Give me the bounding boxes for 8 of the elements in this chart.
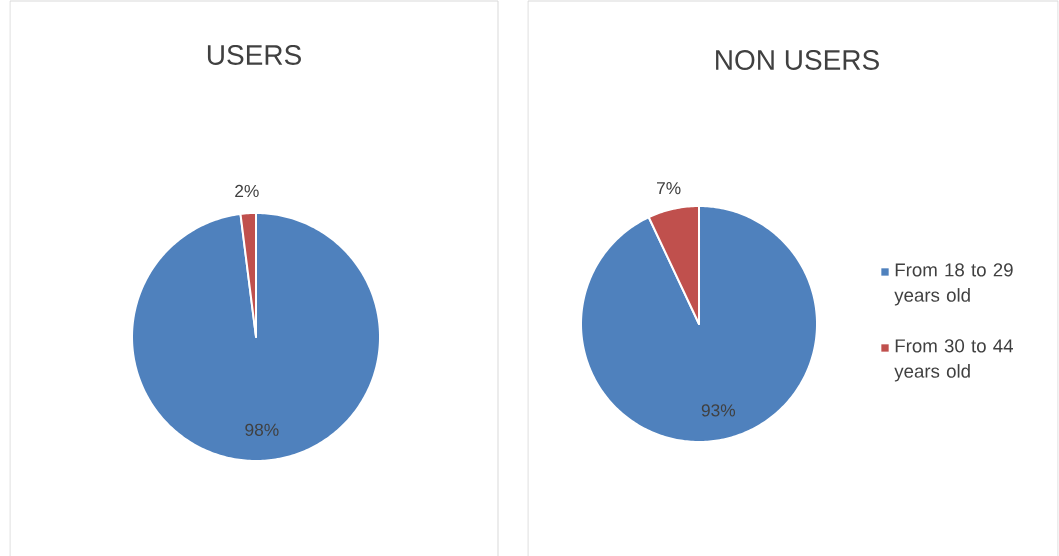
chart-title: NON USERS <box>716 50 879 70</box>
data-label: 7% <box>657 182 681 195</box>
data-label: 2% <box>235 184 259 198</box>
data-label: 98% <box>245 423 279 436</box>
legend-label: From 30 to 44 years old <box>894 339 1013 382</box>
chart-title: USERS <box>207 45 301 65</box>
data-label: 93% <box>701 404 736 417</box>
legend-label: From 18 to 29 years old <box>894 263 1013 306</box>
